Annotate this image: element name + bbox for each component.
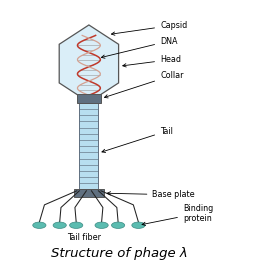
Text: Capsid: Capsid xyxy=(112,21,187,35)
Ellipse shape xyxy=(53,222,66,228)
Text: Structure of phage λ: Structure of phage λ xyxy=(51,247,188,260)
Polygon shape xyxy=(59,25,119,102)
Ellipse shape xyxy=(95,222,108,228)
Text: Tail: Tail xyxy=(102,127,173,152)
Text: Collar: Collar xyxy=(104,71,184,98)
Bar xyxy=(79,103,99,189)
Text: Binding
protein: Binding protein xyxy=(142,204,213,226)
Text: Head: Head xyxy=(123,55,181,67)
Ellipse shape xyxy=(132,222,145,228)
Bar xyxy=(74,189,104,197)
Ellipse shape xyxy=(112,222,125,228)
Ellipse shape xyxy=(70,222,83,228)
Ellipse shape xyxy=(33,222,46,228)
Text: DNA: DNA xyxy=(101,37,178,58)
Text: Tail fiber: Tail fiber xyxy=(67,233,101,242)
Bar xyxy=(77,94,101,103)
Text: Base plate: Base plate xyxy=(107,190,195,199)
